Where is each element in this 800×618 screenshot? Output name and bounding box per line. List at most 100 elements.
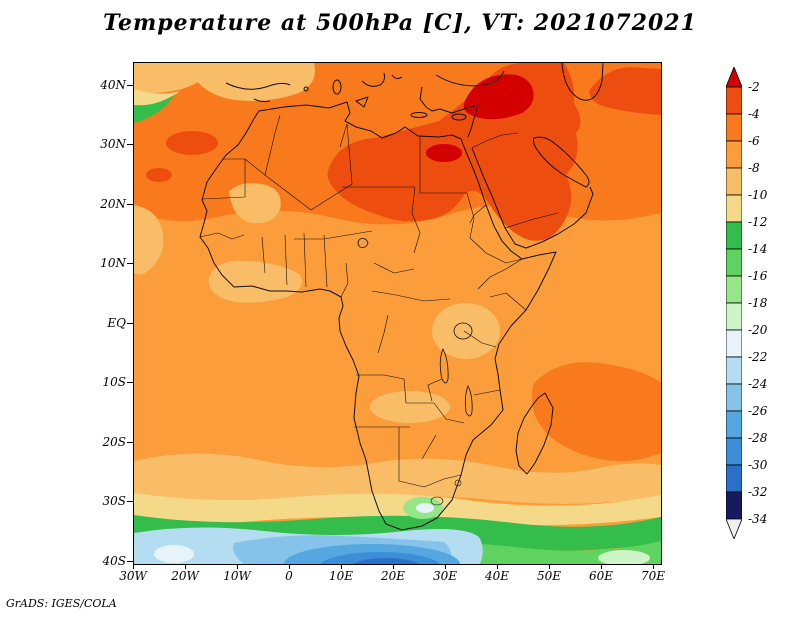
- axis-tick: [127, 263, 133, 264]
- colorbar-segment: [725, 302, 743, 331]
- country-borders: [199, 114, 559, 506]
- x-axis-label: 30W: [119, 569, 147, 583]
- colorbar-segment: [725, 86, 743, 115]
- axis-tick: [127, 144, 133, 145]
- axis-tick: [497, 564, 498, 569]
- colorbar-segment: [725, 383, 743, 412]
- mauritania-mild-patch: [229, 183, 281, 224]
- colorbar-canvas: [725, 65, 743, 541]
- axis-tick: [289, 564, 290, 569]
- y-axis-label: 10N: [100, 256, 126, 270]
- guinea-mild-patch: [208, 260, 302, 303]
- axis-tick: [133, 564, 134, 569]
- colorbar-label: -22: [748, 350, 768, 364]
- arabia-coastline: [471, 147, 594, 249]
- axis-tick: [127, 501, 133, 502]
- lake-tanganyika: [439, 348, 449, 384]
- zambia-mild-patch: [370, 391, 450, 423]
- indian-ocean-warm-region: [532, 362, 661, 462]
- colorbar-segment: [725, 194, 743, 223]
- caspian-corner-hot-region: [589, 67, 661, 115]
- colorbar-label: -28: [748, 431, 768, 445]
- y-axis-label: EQ: [107, 316, 126, 330]
- axis-tick: [549, 564, 550, 569]
- axis-tick: [445, 564, 446, 569]
- northwest-corner-mild-wedge: [134, 63, 226, 94]
- axis-tick: [127, 85, 133, 86]
- coastlines: [199, 63, 604, 531]
- x-axis-label: 10W: [223, 569, 251, 583]
- axis-tick: [127, 382, 133, 383]
- y-axis-label: 40S: [102, 554, 127, 568]
- y-axis-label: 10S: [102, 375, 127, 389]
- caspian-sea-coastline: [561, 63, 604, 101]
- axis-tick: [127, 323, 133, 324]
- lake-malawi: [464, 385, 473, 417]
- colorbar: [725, 65, 743, 541]
- east-africa-mild-patch: [432, 303, 500, 359]
- x-axis-label: 60E: [588, 569, 614, 583]
- spain-coast-fragment: [225, 82, 291, 103]
- y-axis-label: 20N: [100, 197, 126, 211]
- x-axis-label: 0: [285, 569, 293, 583]
- atlantic-hot-patch: [166, 131, 218, 155]
- colorbar-label: -32: [748, 485, 768, 499]
- northwest-corner-yellow-wedge: [134, 89, 180, 107]
- lake-victoria: [453, 322, 473, 340]
- levant-turkey-coastline: [419, 86, 479, 138]
- colorbar-label: -18: [748, 296, 768, 310]
- axis-tick: [653, 564, 654, 569]
- colorbar-segment: [725, 140, 743, 169]
- x-axis-label: 50E: [536, 569, 562, 583]
- colorbar-segment: [725, 356, 743, 385]
- southern-ocean-cold-core-inner: [353, 558, 419, 564]
- colorbar-segment: [725, 437, 743, 466]
- y-axis-label: 20S: [102, 435, 127, 449]
- x-axis-label: 20W: [171, 569, 199, 583]
- colorbar-segment: [725, 464, 743, 493]
- colorbar-segment: [725, 329, 743, 358]
- colorbar-segment: [725, 491, 743, 520]
- south-transition-band: [134, 453, 661, 504]
- map-plot-area: [133, 62, 662, 565]
- southeast-pale-patch: [598, 550, 650, 564]
- colorbar-segment: [725, 275, 743, 304]
- colorbar-label: -10: [748, 188, 768, 202]
- persian-gulf-coastline: [533, 136, 590, 188]
- colorbar-label: -14: [748, 242, 768, 256]
- south-yellow-band: [134, 493, 661, 526]
- colorbar-label: -4: [748, 107, 760, 121]
- map-canvas: [134, 63, 661, 564]
- sicily-island: [355, 96, 369, 108]
- west-med-mild-patch: [194, 63, 315, 101]
- atlantic-edge-mild-patch: [134, 205, 164, 275]
- colorbar-label: -24: [748, 377, 768, 391]
- x-axis-label: 30E: [432, 569, 458, 583]
- crete-island: [410, 112, 428, 118]
- axis-tick: [127, 204, 133, 205]
- x-axis-label: 40E: [484, 569, 510, 583]
- axis-tick: [393, 564, 394, 569]
- temperature-field: [134, 63, 661, 564]
- axis-tick: [127, 442, 133, 443]
- colorbar-label: -26: [748, 404, 768, 418]
- cyprus-island: [451, 113, 467, 121]
- axis-tick: [601, 564, 602, 569]
- colorbar-segment: [725, 248, 743, 277]
- y-axis-label: 30S: [102, 494, 127, 508]
- x-axis-label: 20E: [380, 569, 406, 583]
- lesotho-border: [430, 496, 444, 506]
- axis-tick: [237, 564, 238, 569]
- black-sea-coastline: [435, 70, 505, 87]
- colorbar-label: -30: [748, 458, 768, 472]
- colorbar-label: -8: [748, 161, 760, 175]
- lake-chad: [357, 238, 369, 248]
- axis-tick: [127, 561, 133, 562]
- colorbar-label: -34: [748, 512, 768, 526]
- chart-title: Temperature at 500hPa [C], VT: 202107202…: [103, 10, 697, 36]
- colorbar-label: -12: [748, 215, 768, 229]
- colorbar-segment: [725, 410, 743, 439]
- y-axis-label: 30N: [100, 137, 126, 151]
- balearic-island: [303, 86, 309, 92]
